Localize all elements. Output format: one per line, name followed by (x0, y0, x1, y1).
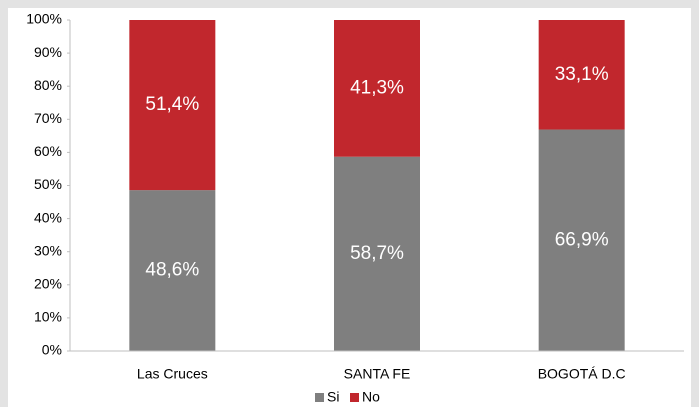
value-label: 66,9% (555, 229, 609, 250)
bar-segment (129, 190, 216, 351)
legend-label: Si (327, 389, 339, 405)
bar-segment (538, 129, 625, 351)
y-tick-label: 10% (34, 309, 62, 325)
y-tick-label: 80% (34, 77, 62, 93)
x-tick-label: Las Cruces (137, 366, 208, 382)
x-tick-label: SANTA FE (344, 366, 411, 382)
bar-segment (129, 20, 216, 191)
y-tick-label: 40% (34, 209, 62, 225)
value-label: 48,6% (145, 260, 199, 281)
value-label: 41,3% (350, 77, 404, 98)
value-label: 33,1% (555, 64, 609, 85)
y-tick-label: 0% (42, 342, 62, 358)
y-tick-label: 70% (34, 110, 62, 126)
x-tick-label: BOGOTÁ D.C (538, 366, 626, 382)
y-tick-label: 20% (34, 276, 62, 292)
y-tick-label: 30% (34, 242, 62, 258)
y-tick-label: 90% (34, 44, 62, 60)
y-tick-label: 100% (26, 11, 62, 27)
legend-swatch (315, 393, 324, 402)
value-label: 58,7% (350, 243, 404, 264)
legend-swatch (350, 393, 359, 402)
y-tick-label: 50% (34, 176, 62, 192)
y-tick-label: 60% (34, 143, 62, 159)
bar-segment (538, 20, 625, 130)
bar-segment (334, 20, 420, 157)
value-label: 51,4% (145, 94, 199, 115)
legend-label: No (362, 389, 380, 405)
bar-segment (334, 156, 420, 351)
